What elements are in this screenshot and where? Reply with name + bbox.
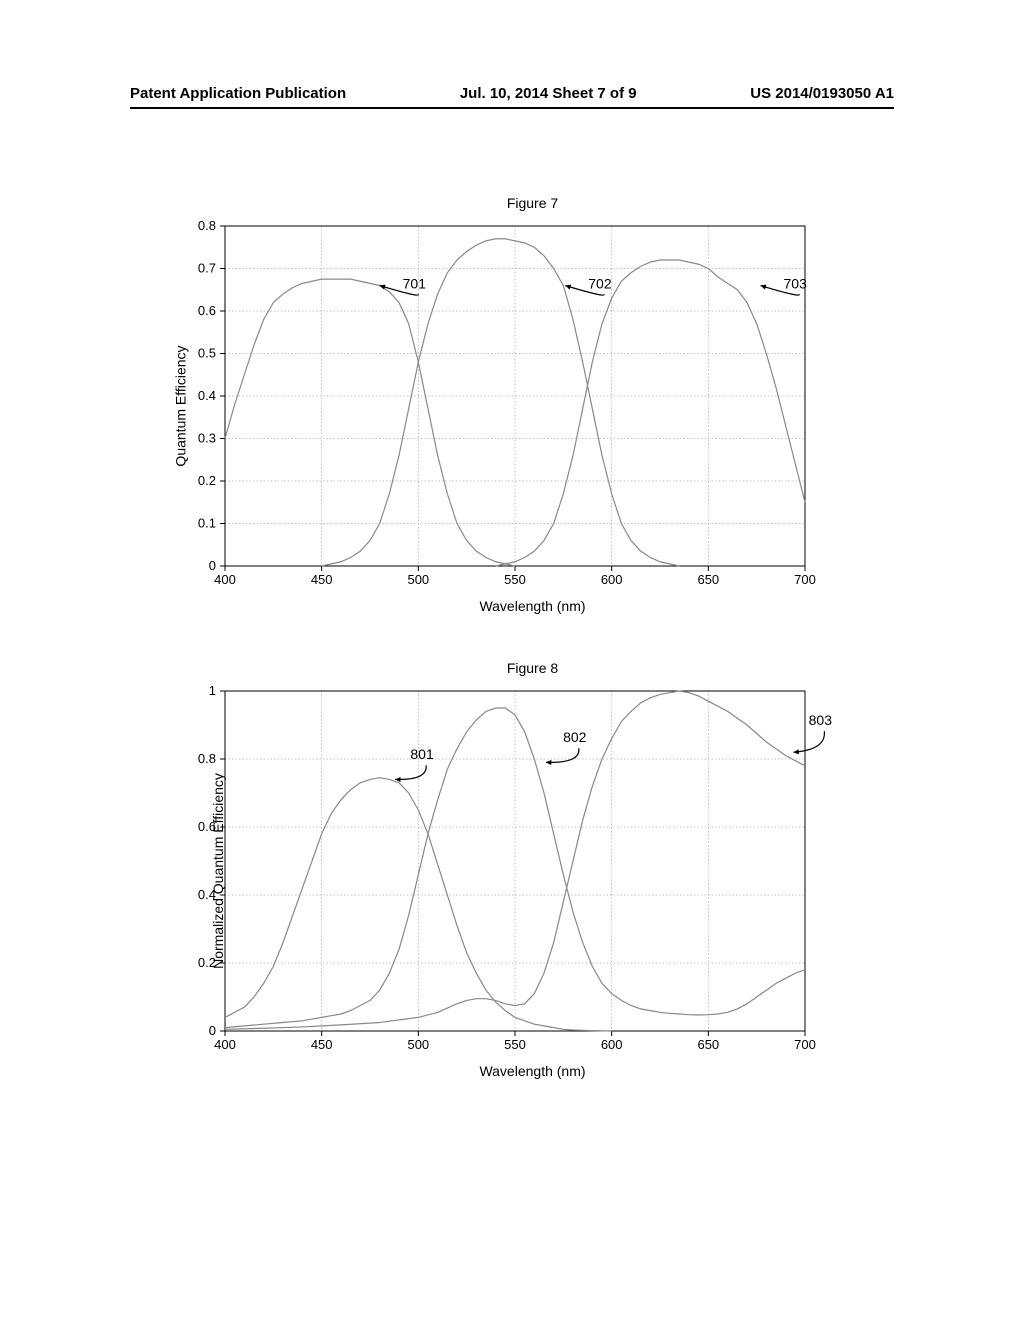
svg-text:0.3: 0.3 [198, 431, 216, 446]
svg-text:0.8: 0.8 [198, 751, 216, 766]
svg-text:0.5: 0.5 [198, 346, 216, 361]
header-center: Jul. 10, 2014 Sheet 7 of 9 [460, 85, 637, 102]
svg-text:500: 500 [407, 572, 429, 587]
svg-text:650: 650 [697, 1037, 719, 1052]
svg-text:702: 702 [588, 275, 612, 291]
svg-text:703: 703 [784, 275, 808, 291]
svg-text:701: 701 [403, 275, 427, 291]
patent-header: Patent Application Publication Jul. 10, … [0, 85, 1024, 102]
figure-7: Figure 7 Quantum Efficiency 400 450 500 550… [155, 195, 855, 614]
svg-text:650: 650 [697, 572, 719, 587]
figure-8-title: Figure 8 [155, 660, 855, 676]
header-rule [130, 107, 894, 109]
header-right: US 2014/0193050 A1 [750, 85, 894, 102]
figure-8-xlabel: Wavelength (nm) [155, 1063, 855, 1079]
figure-8-chart: Normalized Quantum Efficiency 4004505005… [155, 681, 855, 1061]
svg-text:802: 802 [563, 729, 587, 745]
svg-text:450: 450 [311, 1037, 333, 1052]
figure-7-title: Figure 7 [155, 195, 855, 211]
svg-text:600: 600 [601, 572, 623, 587]
figure-7-xlabel: Wavelength (nm) [155, 598, 855, 614]
svg-text:700: 700 [794, 1037, 816, 1052]
svg-text:450: 450 [311, 572, 333, 587]
figure-8-svg: 40045050055060065070000.20.40.60.8180180… [155, 681, 855, 1061]
svg-text:0: 0 [209, 1023, 216, 1038]
svg-text:0.7: 0.7 [198, 261, 216, 276]
svg-text:400: 400 [214, 1037, 236, 1052]
svg-text:0.1: 0.1 [198, 516, 216, 531]
svg-text:0: 0 [209, 558, 216, 573]
header-left: Patent Application Publication [130, 85, 346, 102]
svg-text:803: 803 [809, 712, 833, 728]
svg-text:0.6: 0.6 [198, 303, 216, 318]
figure-8-ylabel: Normalized Quantum Efficiency [210, 773, 226, 969]
figure-7-ylabel: Quantum Efficiency [173, 345, 189, 466]
figure-7-svg: 400 450 500 550 600 650 700 0 0.1 0.2 0.3 0.4 0.5 0.6… [155, 216, 855, 596]
svg-text:550: 550 [504, 1037, 526, 1052]
svg-text:801: 801 [410, 746, 434, 762]
figure-8: Figure 8 Normalized Quantum Efficiency 4… [155, 660, 855, 1079]
svg-text:600: 600 [601, 1037, 623, 1052]
figure-7-chart: Quantum Efficiency 400 450 500 550 600 650 700… [155, 216, 855, 596]
svg-text:550: 550 [504, 572, 526, 587]
svg-text:0.8: 0.8 [198, 218, 216, 233]
svg-text:0.2: 0.2 [198, 473, 216, 488]
svg-text:1: 1 [209, 683, 216, 698]
svg-text:700: 700 [794, 572, 816, 587]
svg-text:0.4: 0.4 [198, 388, 216, 403]
svg-text:400: 400 [214, 572, 236, 587]
svg-text:500: 500 [407, 1037, 429, 1052]
